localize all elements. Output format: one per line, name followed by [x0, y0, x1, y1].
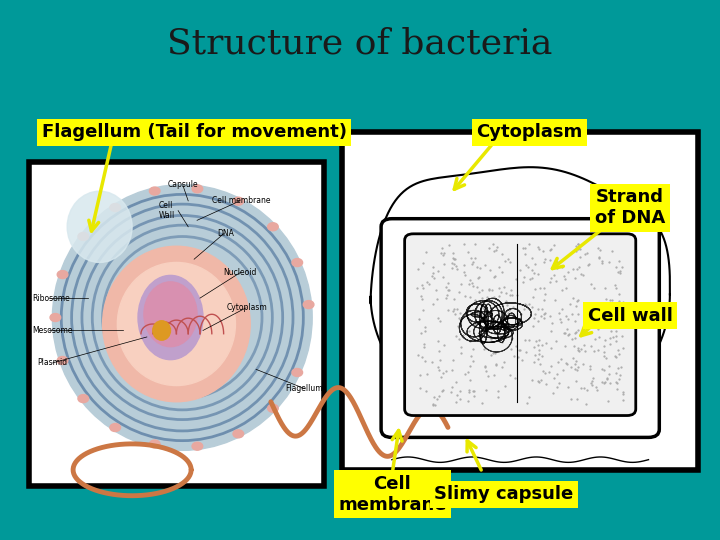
Text: Strand
of DNA: Strand of DNA [595, 188, 665, 227]
Text: Cytoplasm: Cytoplasm [227, 303, 267, 312]
Circle shape [150, 440, 160, 448]
Text: DNA: DNA [217, 229, 235, 238]
Circle shape [110, 204, 120, 212]
Bar [342, 132, 698, 470]
Circle shape [50, 314, 60, 321]
Text: Slimy capsule: Slimy capsule [434, 485, 574, 503]
FancyBboxPatch shape [381, 219, 660, 437]
Circle shape [110, 423, 120, 431]
Circle shape [268, 223, 278, 231]
Text: Plasmid: Plasmid [37, 359, 68, 367]
Ellipse shape [117, 262, 235, 386]
Text: Ribosome: Ribosome [32, 294, 70, 302]
Text: Cell
membrane: Cell membrane [338, 475, 446, 514]
Circle shape [57, 356, 68, 365]
Text: Cell
Wall: Cell Wall [158, 201, 175, 220]
Text: Cell wall: Cell wall [588, 307, 672, 325]
Ellipse shape [138, 275, 203, 360]
FancyBboxPatch shape [405, 234, 636, 416]
Circle shape [150, 187, 160, 195]
Circle shape [57, 271, 68, 279]
Bar [29, 162, 324, 486]
Text: Structure of bacteria: Structure of bacteria [167, 27, 553, 61]
Circle shape [292, 259, 302, 267]
Ellipse shape [153, 321, 171, 340]
Circle shape [78, 395, 89, 403]
Circle shape [292, 368, 302, 376]
Circle shape [192, 185, 203, 193]
Circle shape [192, 442, 203, 450]
Text: Mesosome: Mesosome [32, 326, 72, 335]
Circle shape [78, 232, 89, 240]
Ellipse shape [103, 246, 251, 402]
Circle shape [303, 301, 314, 308]
Text: Flagellum: Flagellum [286, 384, 323, 393]
Circle shape [233, 197, 243, 205]
Text: Cytoplasm: Cytoplasm [476, 123, 582, 141]
Text: Capsule: Capsule [168, 180, 198, 189]
Ellipse shape [67, 191, 132, 262]
Ellipse shape [144, 282, 197, 347]
Text: Nucleoid: Nucleoid [224, 268, 257, 276]
Text: Cell membrane: Cell membrane [212, 197, 270, 205]
Text: Flagellum (Tail for movement): Flagellum (Tail for movement) [42, 123, 347, 141]
Circle shape [233, 430, 243, 438]
Polygon shape [371, 167, 670, 429]
Circle shape [268, 404, 278, 412]
Ellipse shape [53, 185, 312, 450]
